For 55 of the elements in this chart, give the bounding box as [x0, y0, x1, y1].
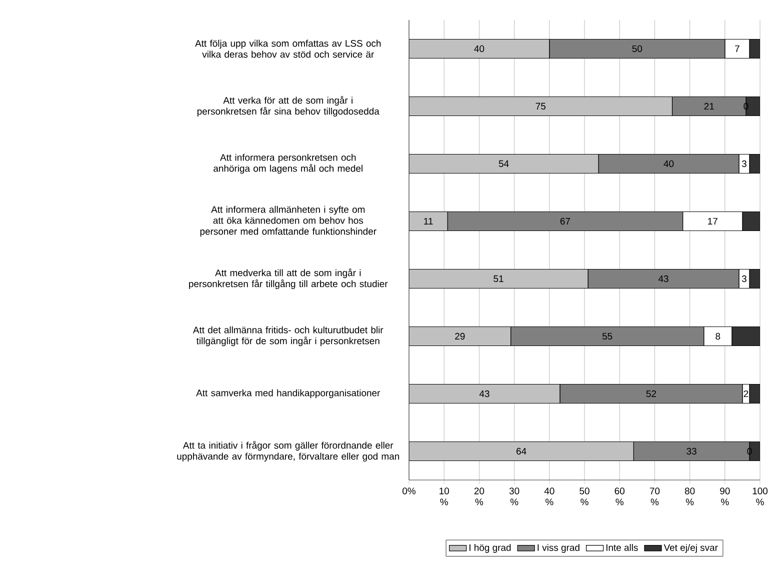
- legend-label: Vet ej/ej svar: [664, 544, 718, 553]
- y-tick-label: Att medverka till att de som ingår i personkretsen får tillgång till arbete och studier: [189, 268, 388, 290]
- bar: [409, 38, 550, 59]
- y-tick-label: Att ta initiativ i frågor som gäller förordnande eller upphävande av förmyndare, förvaltare eller god man: [177, 440, 400, 462]
- x-tick-label: 80 %: [684, 488, 695, 506]
- data-label: 75: [536, 102, 546, 110]
- x-tick-label: 10 %: [440, 488, 449, 506]
- legend-label: Inte alls: [606, 544, 638, 551]
- bar: [732, 326, 760, 346]
- x-tick-label: 40 %: [544, 488, 554, 506]
- data-label: 52: [646, 390, 656, 398]
- data-label: 29: [455, 332, 465, 340]
- bar: [409, 154, 599, 174]
- data-label: 40: [664, 160, 674, 168]
- data-label: 8: [716, 332, 720, 340]
- data-label: 43: [658, 275, 668, 282]
- data-label: 17: [708, 218, 718, 224]
- bar: [409, 384, 560, 404]
- data-label: 40: [474, 45, 484, 52]
- x-tick-label: 100 %: [752, 488, 768, 506]
- data-label: 55: [602, 332, 612, 340]
- data-label: 7: [735, 45, 740, 52]
- bar: [409, 211, 448, 232]
- legend-label: I viss grad: [538, 544, 580, 553]
- y-tick-label: Att verka för att de som ingår i personkretsen får sina behov tillgodosedda: [197, 96, 380, 117]
- y-tick-label: Att informera allmänheten i syfte om att öka kännedomen om behov hos personer med omfattande funktionshinder: [200, 206, 376, 237]
- y-tick-label: Att informera personkretsen och anhöriga om lagens mål och medel: [214, 154, 362, 174]
- data-label: 11: [424, 218, 433, 224]
- data-label: 54: [498, 160, 509, 168]
- legend-label: I hög grad: [470, 544, 511, 553]
- data-label: 43: [479, 390, 490, 398]
- x-tick-label: 50 %: [580, 488, 590, 506]
- x-tick-label: 90 %: [720, 488, 730, 506]
- data-label: 64: [516, 448, 526, 455]
- bar: [409, 268, 588, 289]
- x-tick-label: 30 %: [509, 488, 520, 506]
- data-label: 21: [704, 102, 714, 110]
- y-tick-label: Att det allmänna fritids- och kulturutbudet blir tillgängligt för de som ingår i personkretsen: [192, 326, 384, 346]
- data-label: 50: [632, 45, 642, 52]
- bar: [742, 211, 760, 232]
- x-tick-label: 60 %: [614, 488, 624, 506]
- data-label: 33: [686, 448, 696, 455]
- data-label: 3: [742, 160, 746, 168]
- y-tick-label: Att samverka med handikapporganisationer: [196, 389, 380, 398]
- x-tick-label: 20 %: [474, 488, 484, 506]
- data-label: 3: [742, 275, 746, 282]
- bar: [409, 96, 673, 116]
- x-tick-label: 70 %: [650, 488, 660, 506]
- data-label: 67: [560, 218, 570, 225]
- x-tick-label: 0%: [402, 488, 416, 494]
- data-label: 2: [744, 390, 748, 398]
- data-label: 51: [494, 275, 504, 282]
- bar: [409, 326, 512, 346]
- y-tick-label: Att följa upp vilka som omfattas av LSS och vilka deras behov av stöd och service är: [195, 40, 381, 58]
- bar: [409, 441, 634, 462]
